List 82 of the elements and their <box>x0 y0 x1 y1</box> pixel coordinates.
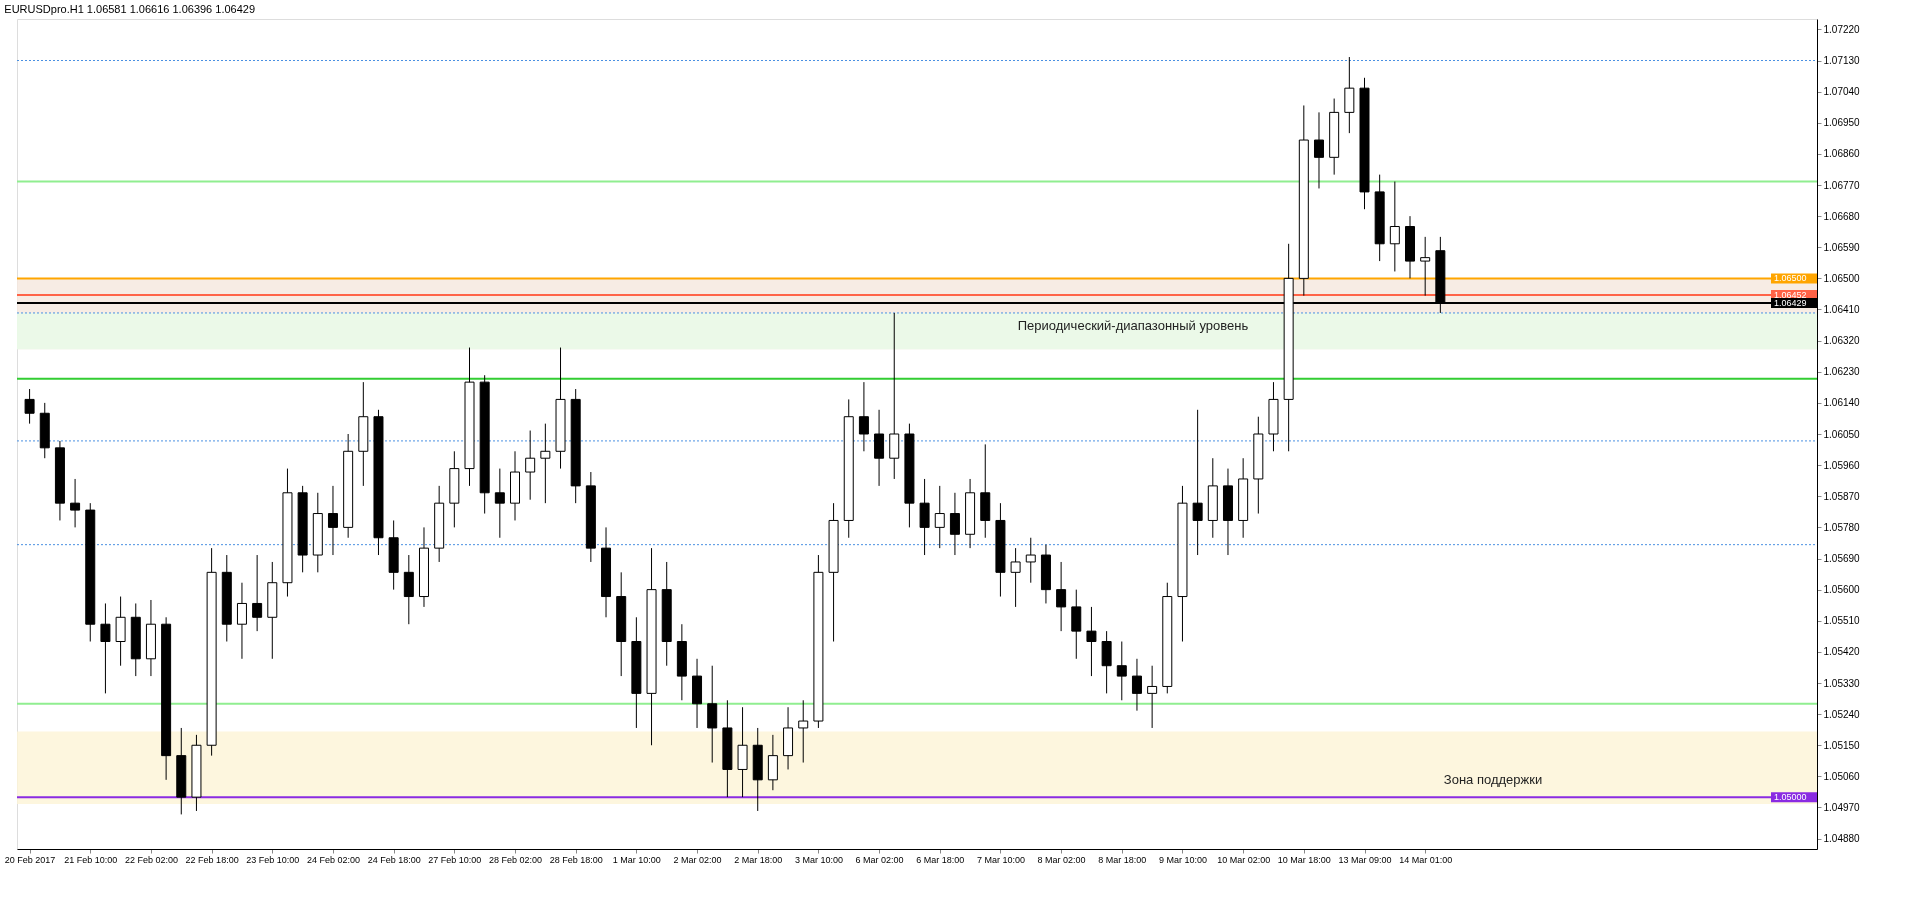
x-tick-label: 24 Feb 02:00 <box>306 854 360 865</box>
y-tick-label: 1.06590 <box>1823 241 1861 253</box>
x-tick-label: 6 Mar 02:00 <box>855 854 904 865</box>
y-tick-label: 1.05960 <box>1823 459 1861 471</box>
x-tick-label: 8 Mar 02:00 <box>1037 854 1086 865</box>
x-tick-label: 8 Mar 18:00 <box>1098 854 1147 865</box>
y-tick-label: 1.06680 <box>1823 210 1861 222</box>
candlestick <box>540 423 551 504</box>
y-tick-label: 1.06950 <box>1823 117 1861 129</box>
y-tick-label: 1.06230 <box>1823 366 1861 378</box>
y-tick-label: 1.06500 <box>1823 272 1861 284</box>
y-tick-label: 1.04880 <box>1823 833 1861 845</box>
x-tick-label: 10 Mar 02:00 <box>1217 854 1271 865</box>
y-tick-label: 1.05510 <box>1823 615 1861 627</box>
candlestick <box>236 582 247 660</box>
x-tick-label: 6 Mar 18:00 <box>916 854 965 865</box>
x-tick-label: 20 Feb 2017 <box>4 854 56 865</box>
candlestick <box>949 492 960 556</box>
candlestick <box>1192 409 1203 556</box>
candlestick <box>1313 111 1324 189</box>
ref-line-label: 1.06452 <box>1774 289 1807 300</box>
y-tick-label: 1.05780 <box>1823 521 1861 533</box>
x-tick-label: 2 Mar 18:00 <box>734 854 783 865</box>
candlestick <box>1389 181 1400 272</box>
x-tick-label: 13 Mar 09:00 <box>1338 854 1392 865</box>
y-tick-label: 1.05240 <box>1823 708 1861 720</box>
x-tick-label: 7 Mar 10:00 <box>976 854 1025 865</box>
candlestick <box>1147 665 1158 729</box>
y-tick-label: 1.06410 <box>1823 304 1861 315</box>
y-tick-label: 1.05870 <box>1823 490 1861 502</box>
candlestick <box>1010 547 1021 608</box>
ref-line-label: 1.06429 <box>1774 297 1807 308</box>
x-tick-label: 22 Feb 02:00 <box>124 854 178 865</box>
candlestick <box>252 554 263 632</box>
x-tick-label: 28 Feb 02:00 <box>488 854 543 865</box>
candlestick <box>1420 236 1431 297</box>
x-tick-label: 2 Mar 02:00 <box>673 854 722 865</box>
candlestick <box>934 485 945 549</box>
ref-line-label: 1.05000 <box>1774 792 1807 803</box>
candlestick <box>1086 606 1097 677</box>
candlestick <box>100 602 111 694</box>
candlestick <box>858 381 869 452</box>
y-tick-label: 1.05150 <box>1823 739 1861 751</box>
chart-title: EURUSDpro.H1 1.06581 1.06616 1.06396 1.06429 <box>4 3 256 15</box>
y-tick-label: 1.05690 <box>1823 553 1861 564</box>
y-tick-label: 1.05600 <box>1823 584 1861 596</box>
y-tick-label: 1.07220 <box>1823 23 1861 35</box>
y-tick-label: 1.06050 <box>1823 428 1861 440</box>
candlestick <box>525 430 536 501</box>
y-tick-label: 1.07040 <box>1823 86 1861 98</box>
x-tick-label: 14 Mar 01:00 <box>1399 854 1453 865</box>
y-tick-label: 1.07130 <box>1823 55 1861 66</box>
x-tick-label: 24 Feb 18:00 <box>367 854 421 865</box>
x-tick-label: 3 Mar 10:00 <box>794 854 843 865</box>
y-tick-label: 1.05060 <box>1823 770 1861 782</box>
x-tick-label: 21 Feb 10:00 <box>64 854 118 865</box>
candlestick <box>798 699 809 764</box>
candlestick <box>24 388 35 425</box>
x-tick-label: 9 Mar 10:00 <box>1158 854 1207 865</box>
y-tick-label: 1.06770 <box>1823 179 1861 191</box>
candlestick <box>327 485 338 556</box>
x-tick-label: 27 Feb 10:00 <box>428 854 482 865</box>
y-tick-label: 1.06320 <box>1823 335 1861 347</box>
band-label: Зона поддержки <box>1443 771 1543 787</box>
candlestick <box>1025 537 1036 584</box>
x-tick-label: 22 Feb 18:00 <box>185 854 239 865</box>
y-tick-label: 1.05330 <box>1823 677 1861 689</box>
candlestick <box>494 468 505 539</box>
y-tick-label: 1.06860 <box>1823 148 1861 160</box>
x-tick-label: 28 Feb 18:00 <box>549 854 603 865</box>
candlestick <box>1131 658 1142 712</box>
band-label: Периодический-диапазонный уровень <box>1017 317 1249 333</box>
y-tick-label: 1.05420 <box>1823 646 1861 658</box>
candlestick <box>70 478 81 528</box>
ref-line-label: 1.06500 <box>1774 273 1807 284</box>
x-tick-label: 10 Mar 18:00 <box>1277 854 1331 865</box>
x-tick-label: 1 Mar 10:00 <box>612 854 661 865</box>
candlestick <box>1116 641 1127 701</box>
y-tick-label: 1.04970 <box>1823 802 1861 813</box>
candlestick <box>1056 561 1067 632</box>
y-tick-label: 1.06140 <box>1823 397 1861 409</box>
x-tick-label: 23 Feb 10:00 <box>246 854 300 865</box>
